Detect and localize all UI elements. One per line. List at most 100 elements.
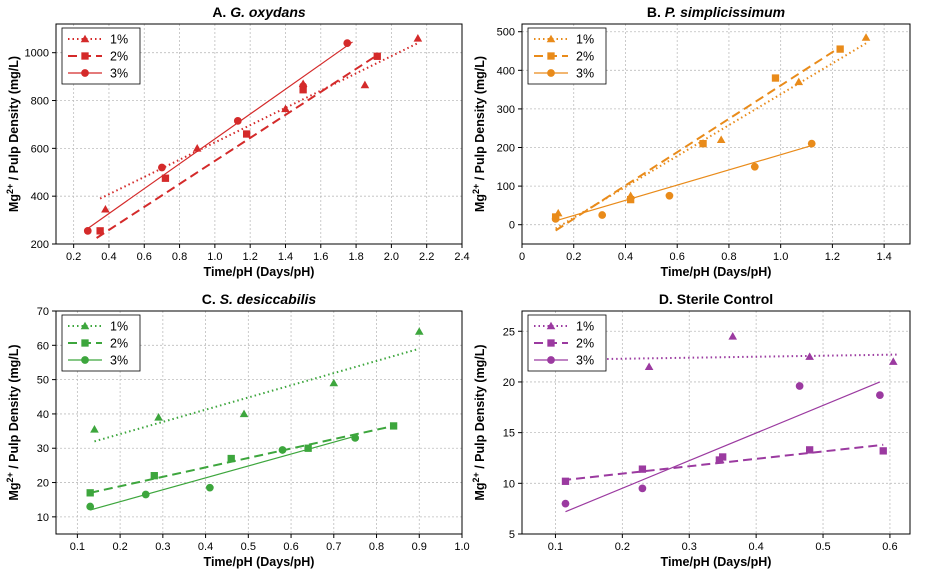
legend-label: 2%: [576, 337, 594, 351]
data-point: [360, 80, 370, 89]
fit-line: [90, 435, 356, 511]
data-point: [161, 174, 170, 182]
chart-panel-1: 0.2 0.4 0.6 0.8 1.0 1.2 1.4 1.6 1.8 2.0 2.2 2.4 200 4…: [5, 4, 470, 279]
data-point: [83, 226, 92, 235]
data-point: [551, 215, 560, 223]
y-tick-label: 1000: [25, 48, 49, 60]
legend-marker: [81, 356, 89, 364]
data-point: [888, 357, 898, 365]
legend-label: 1%: [576, 320, 594, 334]
data-point: [329, 378, 339, 387]
x-tick-label: 1.0: [207, 251, 222, 263]
x-tick-label: 2.2: [419, 251, 434, 263]
x-tick-label: 0.2: [615, 541, 630, 553]
data-point: [805, 352, 814, 360]
data-point: [141, 490, 150, 499]
data-point: [96, 227, 104, 235]
data-point: [806, 446, 814, 454]
x-tick-label: 0.6: [137, 251, 152, 263]
x-axis-label: Time/pH (Days/pH): [204, 265, 315, 279]
x-axis-label: Time/pH (Days/pH): [661, 555, 772, 569]
data-point: [101, 205, 110, 213]
legend-marker: [547, 339, 555, 347]
x-tick-label: 1.0: [454, 541, 469, 553]
x-tick-label: 0.2: [566, 251, 581, 263]
chart-panel-4: 0.1 0.2 0.3 0.4 0.5 0.6 5 10 15 20 25 D. Sterile Co…: [471, 291, 911, 569]
x-tick-label: 0.6: [882, 541, 897, 553]
legend-label: 1%: [576, 33, 594, 47]
y-tick-label: 400: [497, 65, 515, 77]
series-3%: [83, 39, 353, 235]
x-tick-label: 0.6: [670, 251, 685, 263]
legend-label: 3%: [576, 354, 594, 368]
data-point: [227, 454, 235, 463]
x-tick-label: 0.4: [198, 541, 213, 553]
data-point: [794, 77, 804, 86]
y-axis-label: Mg2+ / Pulp Density (mg/L): [471, 56, 487, 212]
chart-title: B. P. simplicissimum: [647, 4, 785, 20]
legend-marker: [547, 356, 555, 364]
chart-panel-3: 0.1 0.2 0.3 0.4 0.5 0.6 0.7 0.8 0.9 1.0 10 20 30 40 50…: [5, 291, 470, 569]
x-tick-label: 0.2: [112, 541, 127, 553]
data-point: [665, 191, 674, 200]
legend-marker: [81, 339, 89, 347]
data-point: [719, 453, 727, 461]
series-3%: [561, 381, 884, 513]
x-tick-label: 0.8: [172, 251, 187, 263]
data-point: [807, 139, 816, 148]
data-point: [876, 391, 884, 400]
y-tick-label: 20: [503, 377, 515, 389]
y-axis-label: Mg2+ / Pulp Density (mg/L): [471, 344, 487, 500]
series-3%: [86, 434, 360, 511]
legend-label: 2%: [110, 337, 128, 351]
x-tick-label: 0.8: [369, 541, 384, 553]
x-tick-label: 2.4: [454, 251, 469, 263]
legend-label: 1%: [110, 33, 128, 47]
data-point: [86, 489, 94, 497]
legend-marker: [546, 34, 556, 43]
data-point: [299, 82, 308, 91]
data-point: [351, 434, 360, 442]
data-point: [413, 34, 423, 42]
chart-title: D. Sterile Control: [659, 291, 773, 307]
x-tick-label: 1.8: [348, 251, 363, 263]
x-tick-label: 0.4: [748, 541, 763, 553]
data-point: [90, 425, 99, 433]
y-tick-label: 10: [37, 512, 49, 524]
data-point: [638, 465, 647, 473]
data-point: [699, 139, 707, 148]
data-point: [414, 327, 424, 335]
data-point: [561, 477, 570, 485]
series-3%: [551, 139, 816, 223]
legend-marker: [546, 321, 556, 330]
y-tick-label: 800: [31, 96, 49, 108]
x-tick-label: 0.3: [155, 541, 170, 553]
fit-line: [565, 381, 881, 513]
legend-label: 2%: [110, 50, 128, 64]
y-tick-label: 70: [37, 306, 49, 318]
data-point: [389, 422, 398, 430]
fit-line: [89, 424, 394, 494]
legend-marker: [81, 69, 89, 77]
fit-line: [555, 42, 867, 230]
plot-frame: [55, 310, 463, 535]
x-tick-label: 0.9: [412, 541, 427, 553]
data-point: [278, 446, 287, 454]
data-point: [598, 211, 607, 219]
y-tick-label: 30: [37, 443, 49, 455]
data-point: [86, 502, 95, 511]
legend-label: 3%: [110, 354, 128, 368]
data-point: [154, 413, 163, 421]
x-tick-label: 1.4: [278, 251, 293, 263]
fit-line: [94, 347, 420, 443]
fit-line: [87, 41, 353, 229]
y-tick-label: 400: [31, 191, 49, 203]
data-point: [728, 332, 738, 340]
y-tick-label: 10: [503, 478, 515, 490]
legend-marker: [80, 34, 90, 43]
legend-marker: [547, 69, 555, 77]
y-tick-label: 600: [31, 143, 49, 155]
x-tick-label: 1.2: [825, 251, 840, 263]
data-point: [638, 484, 647, 493]
